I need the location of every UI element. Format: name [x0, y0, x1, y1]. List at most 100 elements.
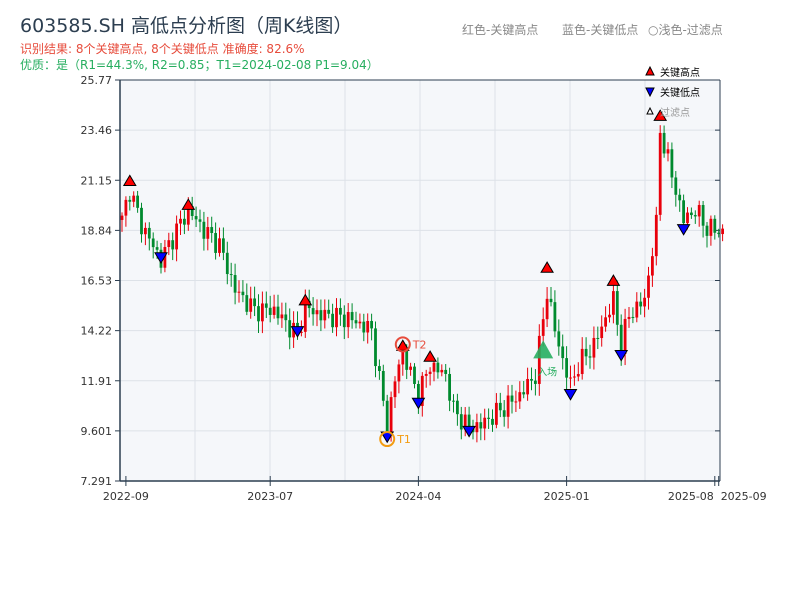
candle-body — [491, 418, 494, 425]
candle — [674, 171, 678, 207]
candle-body — [132, 195, 136, 202]
candle-body — [541, 319, 545, 336]
candle — [526, 367, 529, 401]
candle-body — [335, 307, 338, 328]
candle-body — [424, 373, 428, 376]
key-low-marker — [676, 224, 691, 236]
candle — [120, 212, 124, 232]
candle-body — [463, 414, 467, 430]
candle — [658, 125, 662, 221]
candle-body — [420, 375, 424, 406]
candle — [229, 262, 233, 287]
candle-body — [241, 291, 245, 296]
candle — [444, 364, 448, 382]
candle-body — [721, 228, 724, 235]
candle — [498, 392, 502, 418]
candle — [261, 291, 264, 334]
candle — [327, 299, 331, 319]
candle-body — [323, 309, 327, 321]
key-high-marker — [606, 274, 621, 286]
candle — [697, 200, 701, 227]
candle-body — [124, 199, 128, 216]
candle — [483, 408, 487, 441]
candle-body — [272, 306, 276, 315]
x-tick-label: 2023-07 — [247, 490, 293, 503]
entry-label: 入场 — [537, 365, 557, 378]
candle — [631, 307, 635, 324]
legend-filtered-icon — [646, 106, 654, 115]
candle-body — [264, 303, 268, 308]
y-tick-label: 9.601 — [81, 425, 113, 438]
candle — [268, 295, 272, 323]
t2-circle — [394, 336, 411, 353]
candle-body — [276, 306, 280, 319]
candle — [514, 390, 518, 413]
candle-body — [705, 225, 709, 236]
candle — [592, 326, 596, 370]
candle-body — [268, 307, 272, 315]
candle-body — [580, 348, 584, 375]
candle-body — [346, 312, 350, 328]
candle-body — [448, 373, 451, 401]
candle — [549, 286, 553, 307]
candle — [612, 280, 615, 324]
candle-body — [709, 218, 713, 236]
candle-body — [584, 348, 588, 357]
candle — [358, 313, 362, 329]
candle — [128, 195, 132, 211]
candle-body — [666, 149, 670, 154]
candle-body — [315, 310, 319, 315]
candle-body — [487, 417, 490, 419]
candle — [643, 288, 646, 318]
candle — [124, 196, 128, 227]
candle — [233, 263, 237, 305]
candle-body — [370, 320, 373, 329]
candle-body — [686, 212, 689, 224]
candle-body — [444, 369, 448, 374]
candle-body — [557, 331, 561, 347]
candle — [522, 381, 526, 399]
candle-body — [526, 378, 529, 395]
candle-body — [253, 298, 256, 307]
candle — [342, 305, 346, 340]
candle — [713, 215, 717, 240]
candle — [459, 406, 463, 440]
candle-body — [647, 275, 650, 298]
candle — [721, 224, 724, 242]
candle — [366, 313, 370, 344]
candle — [565, 346, 568, 390]
candle — [370, 313, 373, 341]
candle — [413, 363, 416, 389]
candle-body — [237, 291, 241, 293]
candle-body — [389, 397, 393, 434]
candle — [140, 202, 143, 243]
t1-circle — [379, 431, 396, 448]
candle — [456, 393, 459, 426]
x-tick-label: 2025-09 — [721, 490, 767, 503]
candle-body — [452, 400, 455, 402]
candle — [179, 210, 182, 235]
candle — [241, 280, 245, 303]
candle-body — [128, 199, 132, 202]
candle-body — [658, 132, 662, 215]
legend-low-label: 关键低点 — [660, 86, 700, 99]
candle-body — [358, 321, 362, 324]
candle — [690, 207, 693, 219]
key-high-marker — [423, 350, 437, 362]
candle — [557, 319, 561, 356]
candle — [276, 294, 280, 325]
candle — [284, 302, 288, 332]
candle — [647, 266, 650, 310]
candle-body — [249, 298, 253, 312]
candle — [491, 409, 494, 432]
candle-body — [245, 295, 249, 312]
candle-body — [198, 219, 202, 222]
candle-body — [674, 177, 678, 195]
key-low-marker — [614, 349, 629, 362]
candle — [635, 292, 639, 323]
key-high-marker — [540, 261, 554, 273]
y-tick-label: 7.291 — [81, 475, 113, 488]
candle-body — [417, 383, 420, 406]
candle — [378, 359, 381, 380]
candle-body — [514, 401, 518, 403]
